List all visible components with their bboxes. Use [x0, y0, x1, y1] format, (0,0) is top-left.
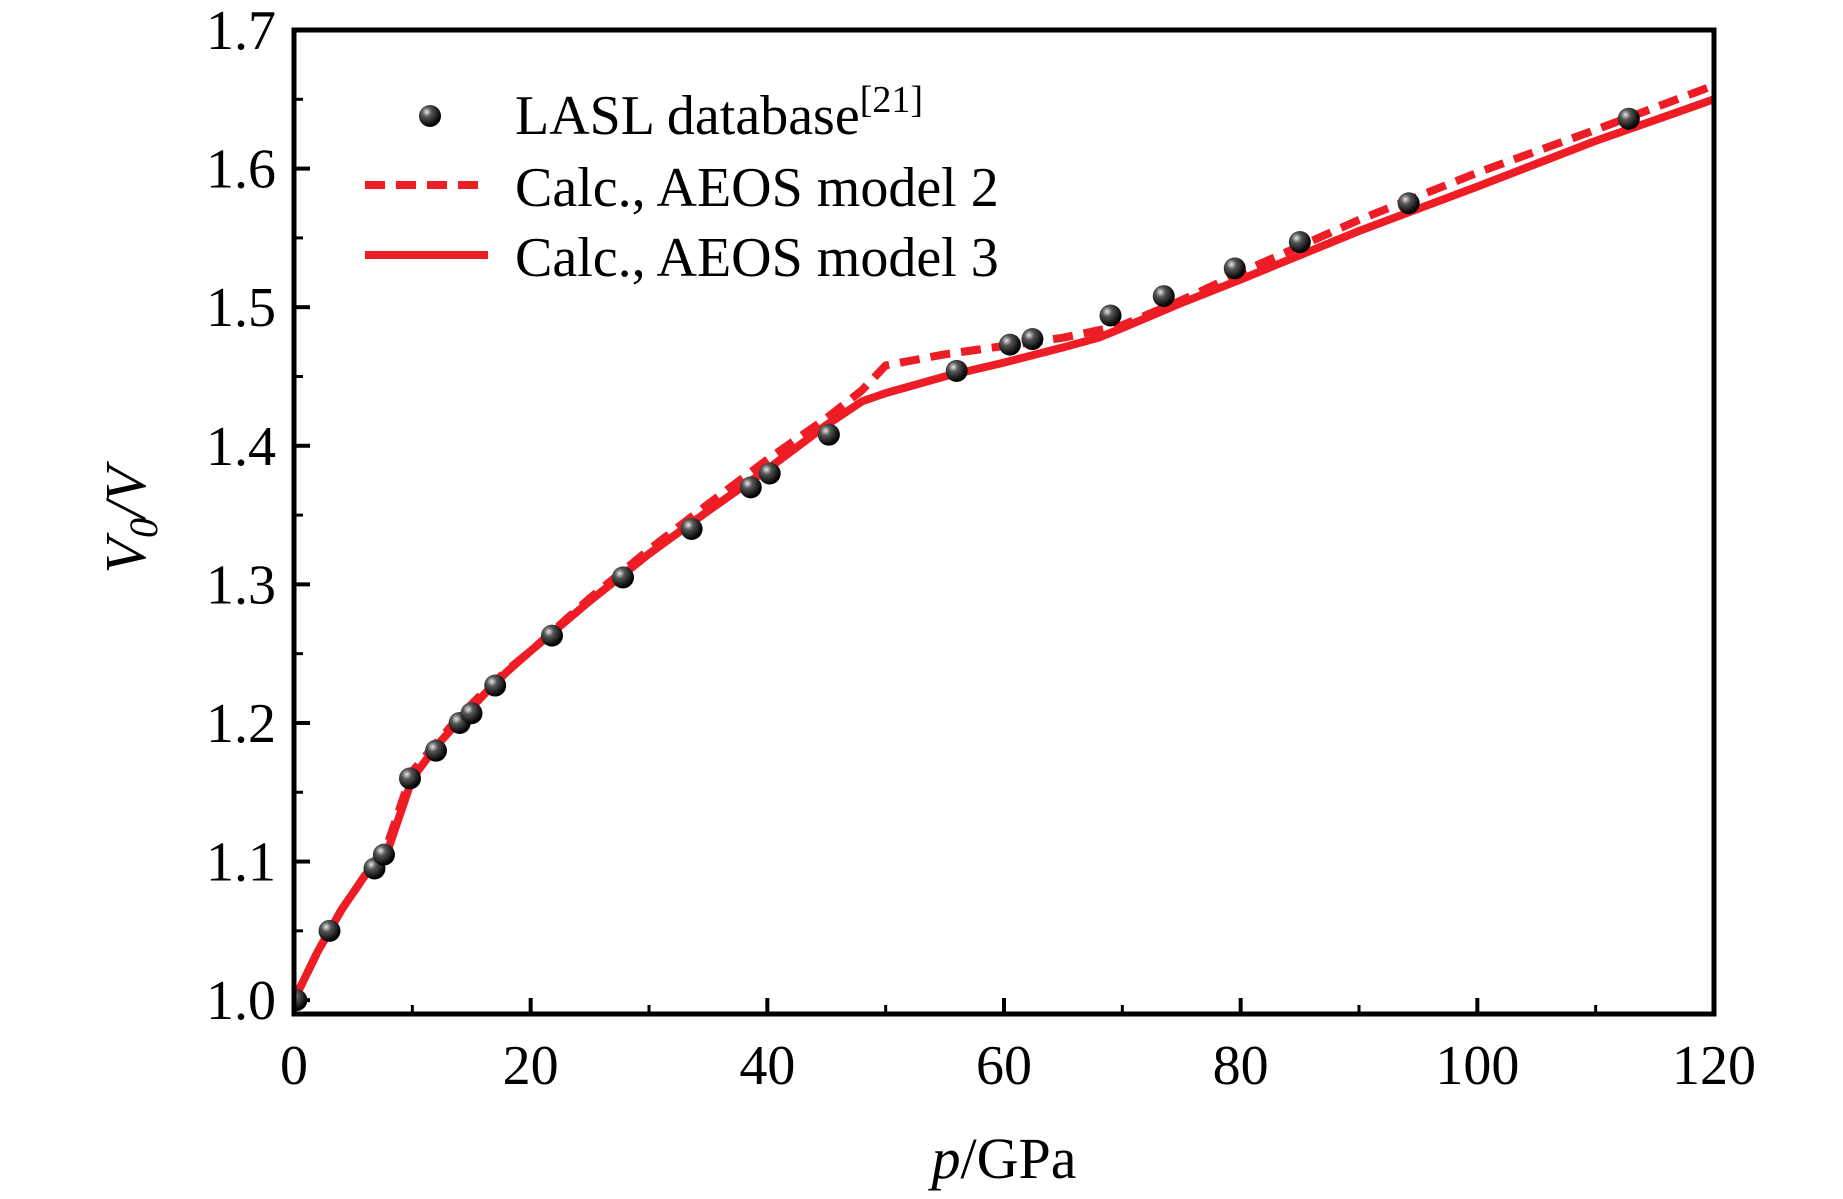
data-point [1021, 328, 1044, 351]
y-tick-label: 1.5 [206, 277, 276, 339]
y-axis-label-main: V [93, 531, 158, 573]
legend: LASL database[21] Calc., AEOS model 2 Ca… [365, 79, 999, 289]
x-axis-label-italic: p [928, 1126, 961, 1191]
data-point [945, 359, 968, 382]
x-tick-label: 120 [1672, 1035, 1756, 1097]
data-point [425, 739, 447, 762]
y-tick-label: 1.7 [206, 0, 276, 62]
y-tick-label: 1.3 [206, 554, 276, 616]
y-tick-label: 1.6 [206, 139, 276, 201]
plot-frame [291, 27, 1717, 1017]
legend-label-scatter-text: LASL database [515, 85, 860, 147]
y-axis-label-rest: /V [93, 460, 158, 521]
series-line-model-3 [294, 95, 1714, 1005]
data-point [398, 767, 421, 790]
legend-label-scatter-sup: [21] [860, 79, 923, 121]
data-point [318, 919, 341, 942]
x-tick-label: 80 [1213, 1035, 1269, 1097]
data-point [817, 423, 840, 446]
tick-labels: 0 20 40 60 80 100 120 1.0 1.1 1.2 1.3 1.4 1.5 1.6 1.7 [206, 0, 1756, 1097]
y-tick-label: 1.4 [206, 416, 276, 478]
data-point [739, 476, 762, 499]
data-point [372, 843, 395, 866]
x-axis-label: p/GPa [928, 1126, 1077, 1191]
x-tick-label: 0 [280, 1035, 308, 1097]
x-tick-label: 100 [1435, 1035, 1519, 1097]
legend-label-scatter: LASL database[21] [515, 79, 923, 147]
data-point [540, 624, 563, 647]
data-point [1617, 107, 1640, 130]
y-tick-label: 1.0 [206, 970, 276, 1032]
data-point [998, 333, 1021, 356]
data-point [1099, 304, 1122, 327]
data-point [484, 674, 507, 697]
data-point [1288, 231, 1311, 254]
data-point [460, 702, 483, 725]
legend-label-model-3: Calc., AEOS model 3 [515, 227, 999, 289]
legend-label-model-2: Calc., AEOS model 2 [515, 157, 999, 219]
series-line-model-2 [294, 81, 1714, 1002]
data-point [1223, 257, 1246, 280]
x-tick-label: 60 [976, 1035, 1032, 1097]
x-axis-label-unit: /GPa [961, 1126, 1077, 1191]
plot-series [294, 81, 1714, 1012]
y-axis-label: V0/V [93, 460, 166, 574]
data-point [611, 566, 634, 589]
x-tick-label: 20 [503, 1035, 559, 1097]
data-point [758, 462, 781, 485]
data-point [1152, 285, 1175, 308]
legend-marker-scatter [419, 105, 441, 127]
y-axis-label-sub: 0 [121, 518, 166, 538]
y-tick-label: 1.1 [206, 832, 276, 894]
y-tick-label: 1.2 [206, 693, 276, 755]
data-point [680, 517, 703, 540]
data-point [1397, 192, 1420, 215]
data-point [294, 989, 308, 1012]
x-tick-label: 40 [739, 1035, 795, 1097]
